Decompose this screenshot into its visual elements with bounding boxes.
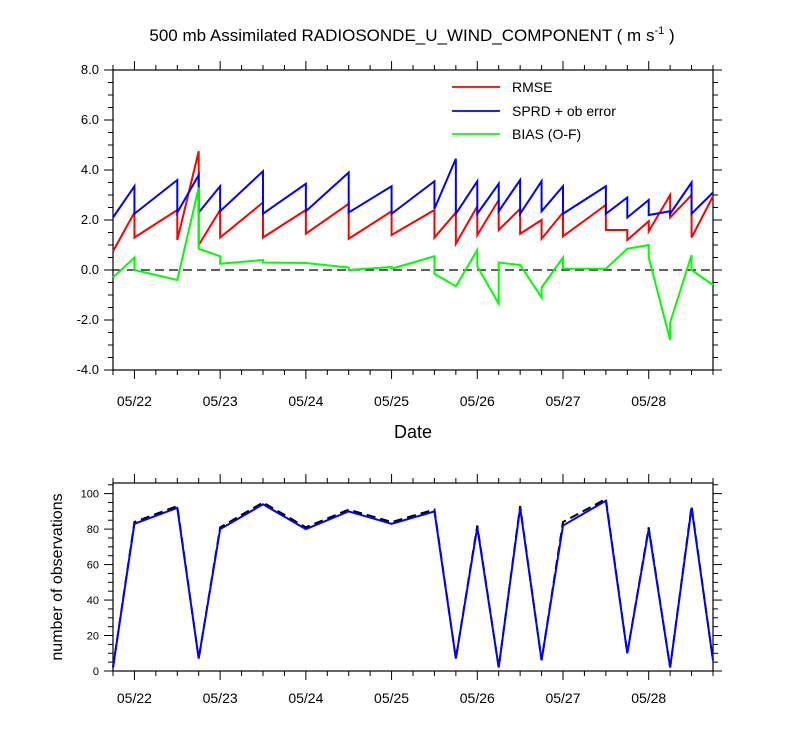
bottom-plot-panel: 05/22 05/23 05/24 05/25 05/26 05/27 05/28 0 20 40…	[49, 474, 722, 706]
series-line-rmse	[112, 151, 714, 252]
legend-label-rmse: RMSE	[512, 79, 552, 95]
y-axis-label-observations: number of observations	[49, 493, 66, 660]
x-tick-label: 05/23	[203, 690, 238, 706]
chart-title-main: 500 mb Assimilated RADIOSONDE_U_WIND_COM…	[149, 26, 654, 45]
y-tick-label: -2.0	[77, 312, 99, 327]
top-series-group	[112, 151, 714, 341]
x-tick-label: 05/25	[374, 690, 409, 706]
y-tick-label: 0.0	[81, 262, 99, 277]
y-tick-label: 40	[87, 595, 99, 607]
x-axis-label: Date	[394, 422, 432, 442]
top-plot-panel: 05/22 05/23 05/24 05/25 05/26 05/27 05/28 -4.0 -…	[77, 61, 722, 442]
series-line-sprd-ob-error	[112, 158, 714, 220]
x-tick-label: 05/26	[460, 690, 495, 706]
y-tick-label: 2.0	[81, 212, 99, 227]
x-tick-label: 05/28	[631, 690, 666, 706]
bottom-plot-frame	[112, 482, 714, 672]
x-tick-label: 05/27	[545, 393, 580, 409]
legend-label-sprd: SPRD + ob error	[512, 103, 616, 119]
y-tick-label: 4.0	[81, 162, 99, 177]
chart-title: 500 mb Assimilated RADIOSONDE_U_WIND_COM…	[149, 25, 674, 45]
top-axis-ticks: 05/22 05/23 05/24 05/25 05/26 05/27 05/28 -4.0 -…	[77, 61, 722, 409]
series-line-1	[112, 499, 714, 668]
x-tick-label: 05/26	[460, 393, 495, 409]
chart-title-close: )	[664, 26, 674, 45]
y-tick-label: 8.0	[81, 62, 99, 77]
series-line-bias-o-f	[112, 187, 714, 341]
bottom-axis-ticks: 05/22 05/23 05/24 05/25 05/26 05/27 05/28 0 20 40…	[81, 474, 722, 706]
x-tick-label: 05/24	[288, 690, 323, 706]
x-tick-label: 05/22	[117, 690, 152, 706]
y-tick-label: 100	[81, 489, 99, 501]
y-tick-label: 60	[87, 560, 99, 572]
y-tick-label: 20	[87, 631, 99, 643]
top-plot-frame	[112, 69, 714, 371]
x-tick-label: 05/23	[203, 393, 238, 409]
y-tick-label: -4.0	[77, 362, 99, 377]
y-tick-label: 0	[93, 666, 99, 678]
series-line-0	[112, 497, 714, 668]
y-tick-label: 6.0	[81, 112, 99, 127]
x-tick-label: 05/22	[117, 393, 152, 409]
x-tick-label: 05/28	[631, 393, 666, 409]
y-tick-label: 80	[87, 524, 99, 536]
bottom-series-group	[112, 497, 714, 668]
x-tick-label: 05/24	[288, 393, 323, 409]
legend-label-bias: BIAS (O-F)	[512, 126, 581, 142]
x-tick-label: 05/27	[545, 690, 580, 706]
legend: RMSE SPRD + ob error BIAS (O-F)	[452, 79, 616, 142]
chart-title-exponent: -1	[654, 25, 664, 37]
x-tick-label: 05/25	[374, 393, 409, 409]
